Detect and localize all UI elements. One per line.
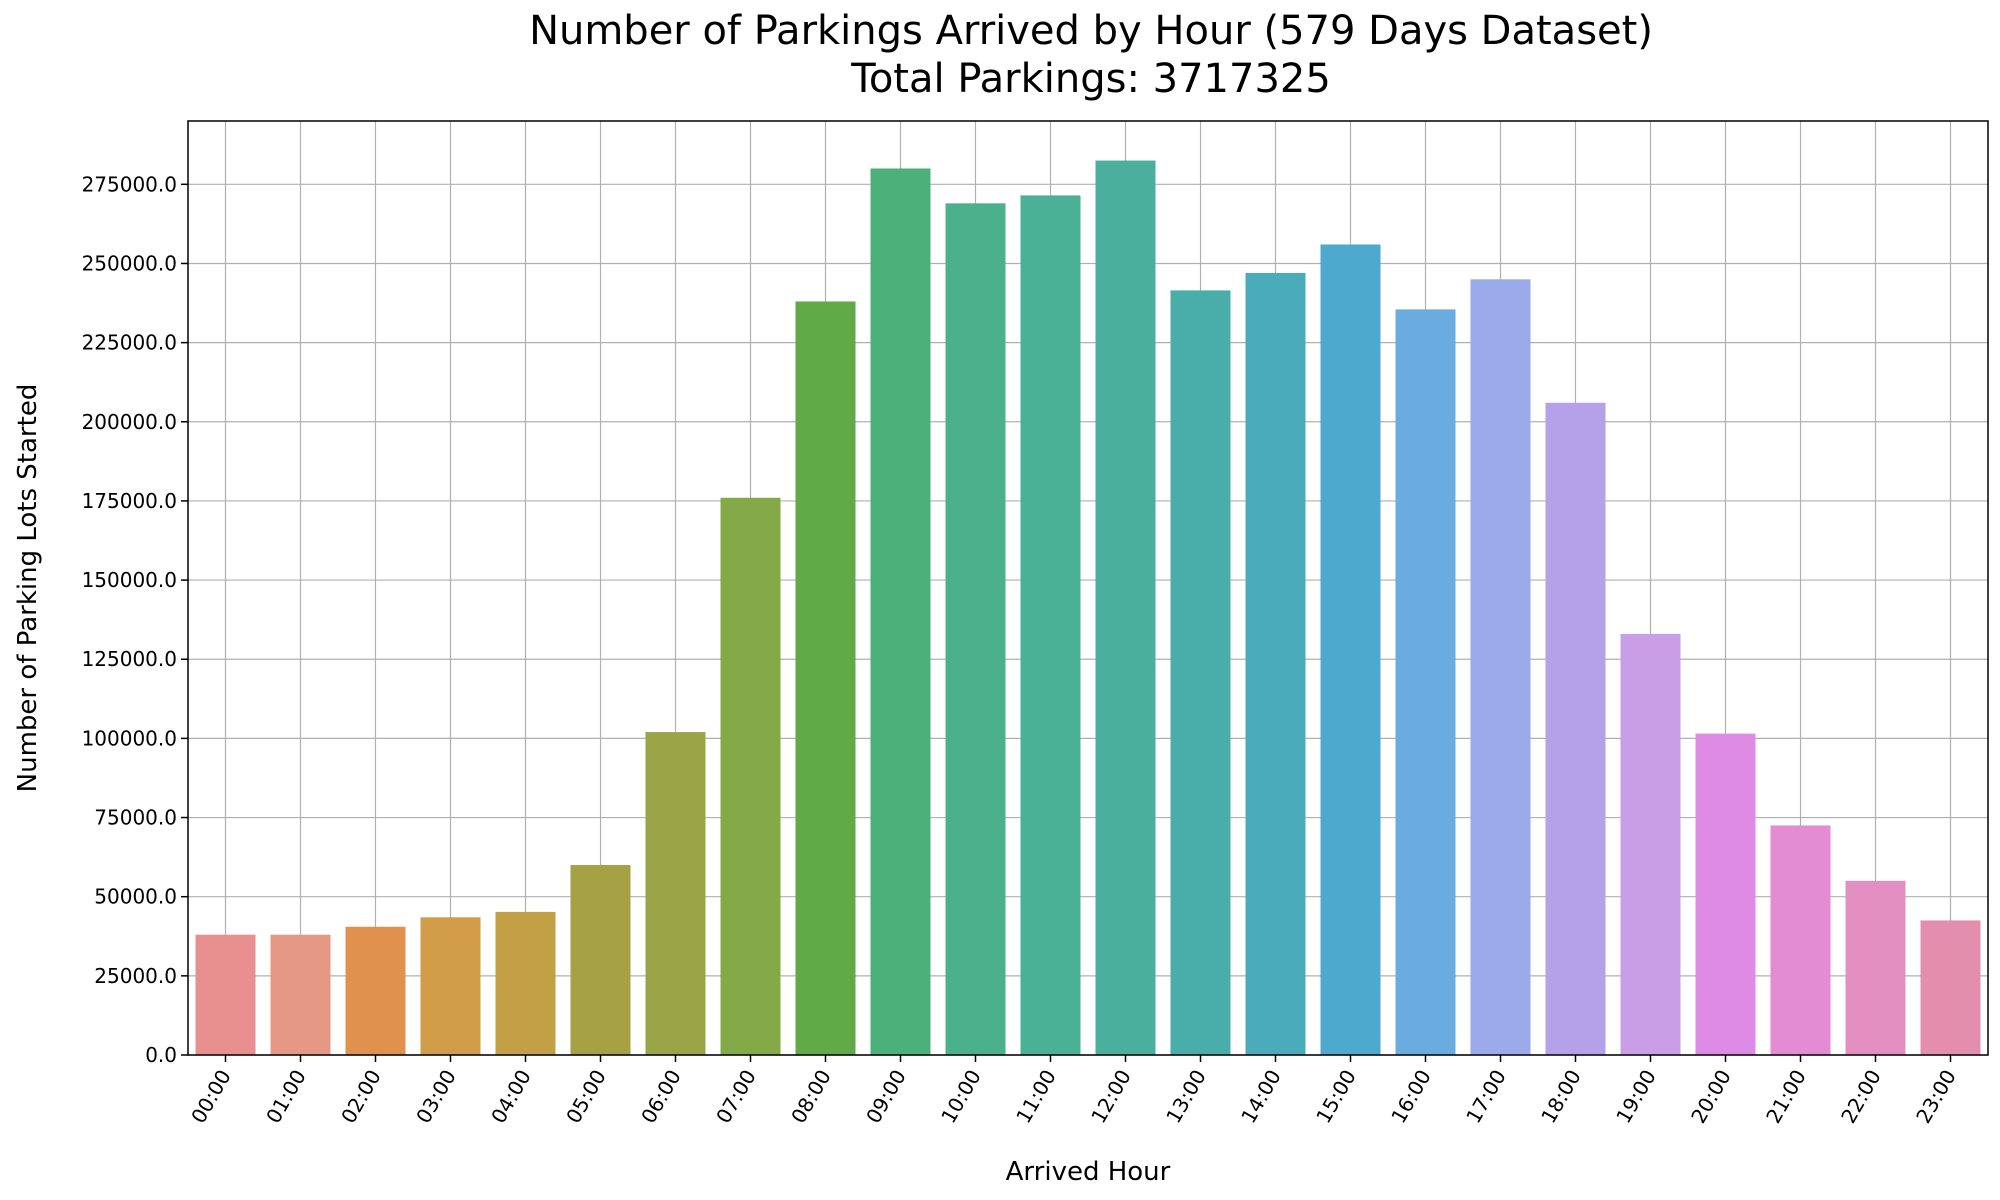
bar: [1395, 309, 1456, 1055]
bar: [1770, 825, 1831, 1055]
bar: [645, 732, 706, 1055]
x-tick-label: 11:00: [1011, 1066, 1061, 1128]
bar: [1695, 733, 1756, 1055]
bar: [195, 934, 256, 1055]
y-tick-label: 0.0: [145, 1043, 177, 1067]
x-tick-label: 09:00: [861, 1066, 911, 1128]
x-tick-label: 08:00: [786, 1066, 836, 1128]
bar: [1320, 244, 1381, 1055]
chart-subtitle: Total Parkings: 3717325: [850, 56, 1331, 102]
bar: [1470, 279, 1531, 1056]
bar: [1920, 920, 1981, 1055]
x-tick-label: 01:00: [261, 1066, 311, 1128]
bar: [1620, 633, 1681, 1055]
x-tick-label: 23:00: [1911, 1066, 1961, 1128]
x-tick-label: 00:00: [186, 1066, 236, 1128]
y-tick-label: 100000.0: [82, 726, 177, 750]
x-tick-label: 10:00: [936, 1066, 986, 1128]
bar: [420, 917, 481, 1055]
x-tick-label: 02:00: [336, 1066, 386, 1128]
y-tick-label: 25000.0: [94, 964, 177, 988]
bar: [945, 203, 1006, 1055]
bar: [1845, 880, 1906, 1055]
bar: [570, 865, 631, 1055]
x-axis-ticks: 00:00 01:00 02:00 03:00 04:00 05:00 06:00 07:00…: [186, 1055, 1961, 1127]
bar: [1170, 290, 1231, 1055]
x-tick-label: 20:00: [1686, 1066, 1736, 1128]
bar: [1020, 195, 1081, 1056]
bars: [195, 160, 1981, 1056]
y-tick-label: 250000.0: [82, 251, 177, 275]
bar: [1095, 160, 1156, 1055]
x-tick-label: 12:00: [1086, 1066, 1136, 1128]
bar: [795, 301, 856, 1056]
x-tick-label: 13:00: [1161, 1066, 1211, 1128]
x-tick-label: 19:00: [1611, 1066, 1661, 1128]
x-tick-label: 05:00: [561, 1066, 611, 1128]
bar: [495, 911, 556, 1055]
y-tick-label: 200000.0: [82, 410, 177, 434]
bar: [720, 497, 781, 1055]
y-tick-label: 125000.0: [82, 647, 177, 671]
x-tick-label: 22:00: [1836, 1066, 1886, 1128]
chart-title: Number of Parkings Arrived by Hour (579 …: [529, 8, 1653, 54]
x-tick-label: 21:00: [1761, 1066, 1811, 1128]
y-axis-label: Number of Parking Lots Started: [13, 384, 43, 793]
x-tick-label: 06:00: [636, 1066, 686, 1128]
bar: [270, 934, 331, 1055]
x-axis-label: Arrived Hour: [1006, 1157, 1171, 1187]
bar: [345, 926, 406, 1055]
x-tick-label: 07:00: [711, 1066, 761, 1128]
y-tick-label: 75000.0: [94, 806, 177, 830]
y-tick-label: 275000.0: [82, 172, 177, 196]
x-tick-label: 03:00: [411, 1066, 461, 1128]
y-tick-label: 150000.0: [82, 568, 177, 592]
x-tick-label: 17:00: [1461, 1066, 1511, 1128]
bar: [1545, 402, 1606, 1055]
plot-frame: [187, 120, 1989, 1056]
x-tick-label: 16:00: [1386, 1066, 1436, 1128]
x-tick-label: 04:00: [486, 1066, 536, 1128]
x-tick-label: 18:00: [1536, 1066, 1586, 1128]
y-axis-ticks: 0.0 25000.0 50000.0 75000.0 100000.0 125000.0…: [82, 172, 188, 1067]
x-tick-label: 14:00: [1236, 1066, 1286, 1128]
x-tick-label: 15:00: [1311, 1066, 1361, 1128]
bar: [870, 168, 931, 1056]
bar: [1245, 272, 1306, 1055]
y-tick-label: 50000.0: [94, 885, 177, 909]
y-tick-label: 175000.0: [82, 489, 177, 513]
y-tick-label: 225000.0: [82, 331, 177, 355]
